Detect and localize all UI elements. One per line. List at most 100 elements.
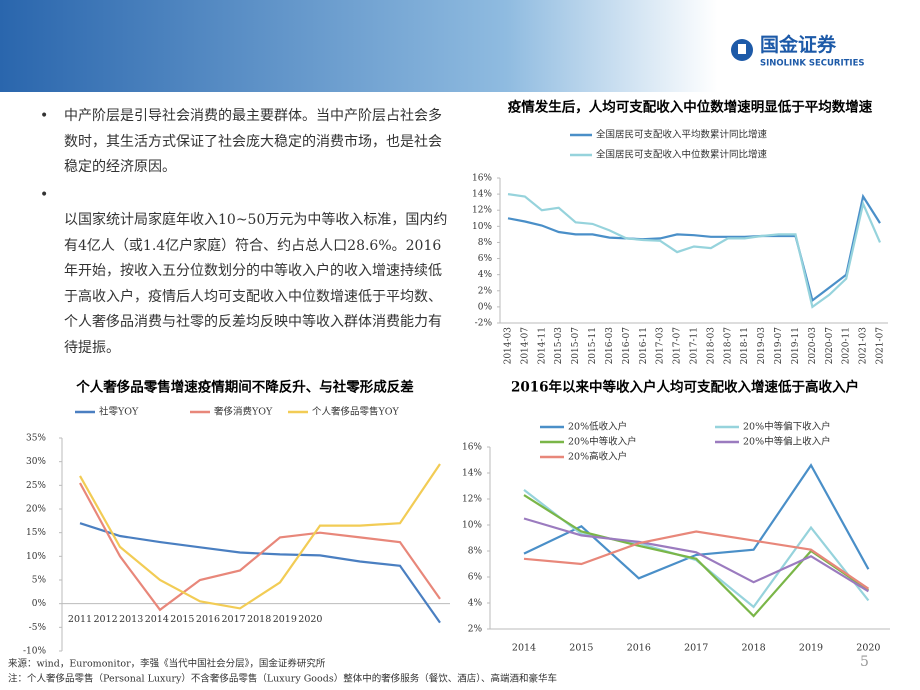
logo-icon-inner (738, 44, 746, 54)
bullet: 中产阶层是引导社会消费的最主要群体。当中产阶层占社会多数时，其生活方式保证了社会… (40, 104, 450, 181)
x-tick-label: 2019-11 (791, 327, 801, 364)
y-tick-label: 14% (472, 190, 492, 200)
y-tick-label: 10% (462, 521, 482, 531)
x-tick-label: 2017 (684, 643, 708, 654)
y-tick-label: 2% (478, 286, 493, 296)
legend-label: 全国居民可支配收入平均数累计同比增速 (596, 129, 768, 141)
x-tick-label: 2018 (742, 643, 766, 654)
series-line (79, 522, 441, 624)
legend-label: 20%中等偏上收入户 (743, 436, 831, 448)
y-tick-label: -5% (29, 623, 47, 633)
x-tick-label: 2017 (222, 614, 246, 625)
series-line (79, 463, 441, 610)
x-tick-label: 2013 (119, 614, 143, 625)
y-tick-label: 2% (468, 625, 483, 635)
y-tick-label: 12% (462, 495, 482, 505)
y-tick-label: 4% (468, 599, 483, 609)
legend-label: 个人奢侈品零售YOY (312, 406, 400, 418)
legend-label: 20%中等偏下收入户 (743, 421, 831, 433)
series-line (523, 530, 870, 590)
x-tick-label: 2017-11 (690, 327, 700, 364)
x-tick-label: 2017-07 (673, 327, 683, 365)
legend-label: 20%中等收入户 (568, 436, 637, 448)
x-tick-label: 2015-11 (588, 327, 598, 364)
x-tick-label: 2016-03 (605, 327, 615, 365)
x-tick-label: 2016 (196, 614, 220, 625)
x-tick-label: 2020-03 (808, 327, 818, 365)
x-tick-label: 2014-11 (537, 327, 547, 364)
y-tick-label: -10% (23, 647, 46, 657)
y-tick-label: 30% (26, 457, 46, 467)
x-tick-label: 2019 (799, 643, 823, 654)
x-tick-label: 2014-07 (520, 327, 530, 365)
chart-title: 疫情发生后，人均可支配收入中位数增速明显低于平均数增速 (508, 99, 873, 116)
y-tick-label: 35% (26, 434, 46, 444)
y-tick-label: 12% (472, 206, 492, 216)
x-tick-label: 2018-03 (706, 327, 716, 365)
x-tick-label: 2016 (627, 643, 651, 654)
x-tick-label: 2020 (856, 643, 880, 654)
x-tick-label: 2015-07 (571, 327, 581, 365)
x-tick-label: 2019 (273, 614, 297, 625)
x-tick-label: 2015 (170, 614, 194, 625)
x-tick-label: 2020 (298, 614, 322, 625)
logo-cn: 国金证券 (760, 33, 837, 56)
x-tick-label: 2021-03 (859, 327, 869, 365)
legend-label: 20%高收入户 (568, 451, 627, 463)
series-line (523, 517, 869, 593)
x-tick-label: 2014-03 (504, 327, 514, 365)
chart-title: 2016年以来中等收入户人均可支配收入增速低于高收入户 (511, 379, 859, 396)
series-line (523, 489, 870, 609)
bullet: 以国家统计局家庭年收入10~50万元为中等收入标准，国内约有4亿人（或1.4亿户… (40, 183, 450, 362)
y-tick-label: 5% (32, 576, 47, 586)
source-note: 来源：wind，Euromonitor，李强《当代中国社会分层》，国金证券研究所 (8, 658, 326, 670)
y-tick-label: 6% (468, 573, 483, 583)
y-tick-label: 10% (472, 222, 492, 232)
y-tick-label: 8% (468, 547, 483, 557)
x-tick-label: 2018-07 (723, 327, 733, 365)
legend-label: 20%低收入户 (568, 421, 627, 433)
bullet-list: 中产阶层是引导社会消费的最主要群体。当中产阶层占社会多数时，其生活方式保证了社会… (40, 104, 450, 361)
y-tick-label: 0% (478, 302, 493, 312)
chart-title: 个人奢侈品零售增速疫情期间不降反升、与社零形成反差 (75, 379, 414, 396)
y-tick-label: 0% (32, 599, 47, 609)
y-tick-label: 6% (478, 254, 493, 264)
x-tick-label: 2016-11 (639, 327, 649, 364)
x-tick-label: 2019-07 (774, 327, 784, 365)
x-tick-label: 2015 (569, 643, 593, 654)
y-tick-label: 8% (478, 238, 493, 248)
x-tick-label: 2015-03 (554, 327, 564, 365)
series-line (507, 193, 882, 309)
x-tick-label: 2021-07 (876, 327, 886, 365)
x-tick-label: 2017-03 (656, 327, 666, 365)
page-number: 5 (860, 654, 869, 670)
x-tick-label: 2019-03 (757, 327, 767, 365)
series-line (79, 482, 441, 612)
series-line (523, 463, 870, 580)
x-tick-label: 2016-07 (622, 327, 632, 365)
legend-label: 社零YOY (99, 406, 139, 418)
y-tick-label: 16% (472, 174, 492, 184)
legend-label: 奢侈消费YOY (214, 406, 273, 418)
y-tick-label: 15% (26, 528, 46, 538)
y-tick-label: 25% (26, 481, 46, 491)
y-tick-label: 4% (478, 270, 493, 280)
footnote: 注：个人奢侈品零售（Personal Luxury）不含奢侈品零售（Luxury… (8, 673, 557, 685)
x-tick-label: 2020-07 (825, 327, 835, 365)
y-tick-label: -2% (475, 319, 493, 329)
x-tick-label: 2014 (145, 614, 169, 625)
x-tick-label: 2018-11 (740, 327, 750, 364)
x-tick-label: 2020-11 (842, 327, 852, 364)
y-tick-label: 14% (462, 469, 482, 479)
x-tick-label: 2018 (247, 614, 271, 625)
x-tick-label: 2012 (94, 614, 118, 625)
y-tick-label: 20% (26, 505, 46, 515)
series-line (507, 193, 881, 303)
x-tick-label: 2014 (512, 643, 536, 654)
logo-en: SINOLINK SECURITIES (760, 59, 865, 69)
y-tick-label: 16% (462, 443, 482, 453)
x-tick-label: 2011 (68, 614, 92, 625)
legend-label: 全国居民可支配收入中位数累计同比增速 (596, 149, 768, 161)
